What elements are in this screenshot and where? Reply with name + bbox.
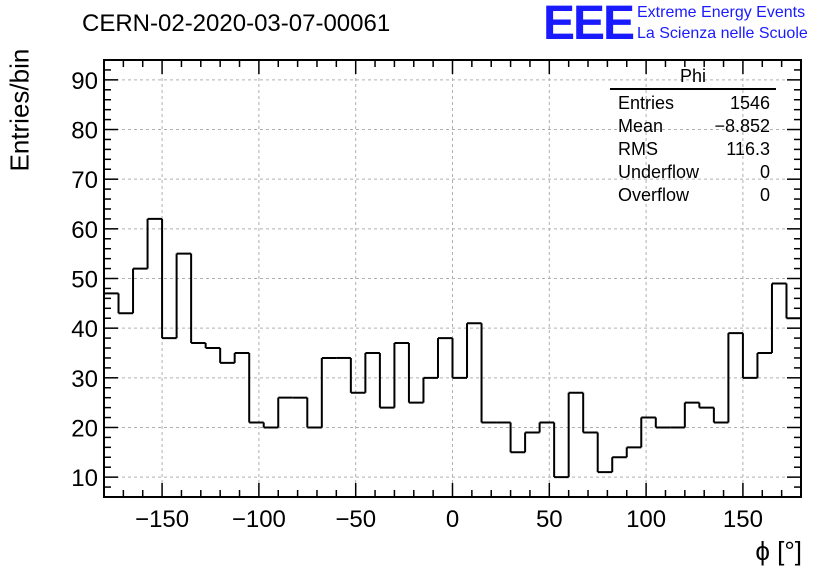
histogram-bin [436, 337, 453, 378]
histogram-bin [407, 343, 424, 404]
stats-row-entries: Entries 1546 [610, 92, 776, 115]
histogram-bin [654, 417, 671, 429]
stats-box: Phi Entries 1546 Mean −8.852 RMS 116.3 U… [610, 66, 776, 207]
histogram-bin [698, 402, 714, 409]
histogram-bin [712, 407, 729, 424]
y-tick-label: 50 [71, 267, 98, 294]
histogram-bin [117, 293, 134, 315]
logo-line-1: Extreme Energy Events [637, 4, 806, 21]
x-tick-label: 0 [446, 506, 459, 533]
stats-value: 0 [759, 162, 770, 182]
histogram-bin [770, 282, 787, 353]
stats-row-overflow: Overflow 0 [610, 184, 776, 207]
stats-name: Phi [610, 66, 776, 90]
stats-label: Mean [618, 116, 664, 136]
histogram-bin [611, 456, 627, 473]
x-tick-label: −50 [335, 506, 376, 533]
histogram-bin [727, 332, 743, 423]
histogram-bin [524, 431, 540, 453]
histogram-bin [132, 267, 148, 314]
histogram-bin [161, 218, 177, 340]
y-tick-label: 20 [71, 415, 98, 442]
stats-label: Entries [618, 93, 675, 113]
histogram-bin [219, 348, 235, 364]
y-tick-label: 30 [71, 366, 98, 393]
histogram-bin [190, 253, 206, 345]
y-tick-label: 90 [71, 68, 98, 95]
stats-label: Overflow [618, 185, 690, 205]
histogram-bin [596, 432, 613, 474]
y-tick-label: 40 [71, 316, 98, 343]
histogram-bin [538, 421, 555, 433]
histogram-bin [480, 323, 497, 424]
histogram-bin [625, 446, 642, 458]
histogram-bin [582, 392, 598, 434]
histogram-bin [146, 217, 163, 269]
logo-line-2: La Scienza nelle Scuole [637, 25, 808, 42]
histogram-bin [451, 338, 468, 379]
histogram-bin [262, 422, 279, 429]
stats-label: Underflow [618, 162, 700, 182]
histogram-bin [349, 357, 366, 394]
y-tick-label: 80 [71, 118, 98, 145]
histogram-bin [320, 356, 337, 428]
histogram-bin [466, 322, 482, 378]
histogram-bin [567, 391, 584, 478]
histogram-bin [378, 352, 395, 409]
histogram-bin [640, 416, 656, 448]
stats-value: 0 [759, 185, 770, 205]
histogram-bin [683, 401, 700, 428]
histogram-bin [509, 422, 526, 454]
x-tick-label: 150 [723, 506, 763, 533]
histogram-bin [553, 422, 569, 479]
x-tick-label: 50 [536, 506, 563, 533]
histogram-bin [175, 252, 192, 339]
histogram-bin [248, 352, 264, 424]
stats-value: 116.3 [726, 139, 770, 159]
y-tick-label: 10 [71, 465, 98, 492]
histogram-bin [422, 376, 438, 403]
histogram-bin [233, 351, 250, 363]
histogram-bin [741, 333, 758, 379]
y-tick-label: 60 [71, 217, 98, 244]
stats-row-mean: Mean −8.852 [610, 115, 776, 138]
histogram-bin [306, 397, 322, 429]
chart-title: CERN-02-2020-03-07-00061 [82, 10, 391, 37]
x-tick-label: −150 [135, 506, 189, 533]
x-axis-label: ϕ [°] [755, 536, 802, 566]
histogram-bin [756, 351, 772, 378]
stats-row-underflow: Underflow 0 [610, 161, 776, 184]
y-axis-label: Entries/bin [4, 48, 35, 172]
stats-row-rms: RMS 116.3 [610, 138, 776, 161]
stats-label: RMS [618, 139, 658, 159]
eee-logo: EEE [543, 0, 635, 50]
y-tick-label: 70 [71, 167, 98, 194]
histogram-bin [277, 396, 293, 428]
x-tick-label: −100 [232, 506, 286, 533]
histogram-bin [393, 342, 409, 408]
stats-value: 1546 [729, 93, 770, 113]
histogram-bin [364, 351, 380, 393]
x-tick-label: 100 [626, 506, 666, 533]
stats-value: −8.852 [714, 116, 770, 136]
histogram-bin [204, 343, 221, 350]
